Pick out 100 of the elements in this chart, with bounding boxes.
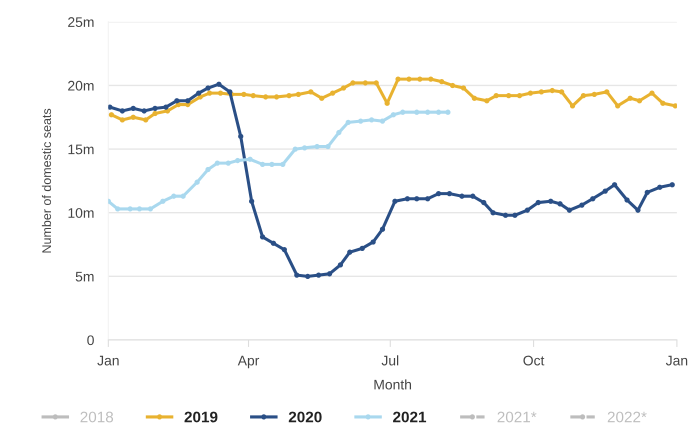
point: [657, 184, 662, 190]
point: [566, 208, 572, 213]
point: [260, 234, 266, 240]
point: [602, 188, 608, 194]
point: [506, 93, 512, 98]
point: [194, 180, 200, 185]
point: [120, 117, 125, 122]
point: [130, 106, 136, 112]
point: [380, 226, 386, 232]
legend-label: 2021*: [498, 412, 536, 422]
point: [358, 118, 364, 124]
point: [374, 80, 379, 86]
point: [538, 89, 544, 94]
point: [380, 118, 386, 124]
point: [446, 191, 452, 196]
point: [286, 93, 292, 98]
point: [392, 198, 398, 204]
x-tick-label: Oct: [523, 356, 544, 366]
point: [130, 114, 136, 120]
point: [108, 104, 113, 110]
y-tick-label: 20m: [68, 80, 94, 91]
legend-label: 2018: [80, 412, 114, 422]
point: [250, 93, 256, 98]
point: [612, 182, 618, 188]
point: [624, 197, 630, 203]
point: [470, 194, 476, 199]
point: [142, 108, 147, 114]
point: [330, 90, 336, 96]
point: [180, 194, 186, 199]
point: [316, 272, 322, 278]
point: [548, 198, 554, 204]
point: [368, 117, 374, 122]
point: [143, 117, 148, 122]
point: [590, 196, 596, 202]
point: [205, 166, 211, 172]
point: [414, 196, 420, 202]
point: [171, 194, 176, 199]
point: [164, 108, 170, 114]
y-tick-label: 5m: [76, 272, 94, 282]
point: [425, 196, 430, 202]
x-tick-label: Jan: [666, 356, 688, 366]
point: [160, 198, 166, 204]
y-tick-label: 15m: [68, 144, 94, 154]
point: [414, 110, 420, 115]
y-tick-label: 25m: [68, 17, 94, 28]
point: [604, 89, 610, 94]
point: [450, 82, 456, 88]
point: [247, 156, 253, 162]
point: [270, 240, 276, 246]
point: [120, 108, 125, 114]
point: [205, 85, 211, 91]
point: [436, 191, 442, 196]
point: [580, 93, 586, 98]
point: [512, 212, 518, 218]
point: [436, 110, 442, 115]
point: [282, 246, 287, 252]
point: [152, 106, 158, 112]
point: [234, 158, 240, 164]
point: [136, 206, 142, 212]
point: [536, 200, 541, 206]
legend-label: 2019: [184, 412, 218, 422]
point: [216, 82, 222, 87]
point: [305, 274, 310, 279]
point: [484, 98, 490, 104]
point: [308, 89, 314, 94]
point: [336, 130, 342, 136]
y-axis-title: Number of domestic seats: [42, 108, 52, 252]
point: [528, 90, 534, 96]
point: [360, 246, 365, 251]
point: [296, 92, 302, 98]
y-tick-label: 0: [87, 335, 94, 346]
point: [174, 98, 180, 104]
x-tick-label: Jan: [97, 356, 119, 366]
point: [628, 96, 633, 101]
point: [347, 250, 352, 255]
point: [280, 162, 286, 168]
point: [570, 103, 576, 108]
point: [494, 93, 499, 98]
point: [108, 112, 114, 118]
point: [428, 76, 434, 82]
point: [649, 90, 655, 96]
point: [636, 98, 642, 104]
point: [196, 90, 202, 96]
point: [269, 162, 275, 168]
point: [346, 120, 351, 126]
point: [550, 88, 555, 94]
point: [558, 89, 564, 94]
point: [615, 103, 620, 108]
point: [460, 85, 466, 91]
point: [302, 145, 308, 150]
point: [439, 79, 444, 84]
point: [579, 202, 585, 208]
point: [472, 96, 478, 101]
point: [292, 146, 298, 152]
point: [592, 92, 597, 98]
point: [148, 206, 154, 212]
y-tick-label: 10m: [68, 208, 94, 218]
point: [227, 89, 232, 94]
x-axis-title: Month: [374, 379, 412, 390]
point: [319, 96, 324, 101]
